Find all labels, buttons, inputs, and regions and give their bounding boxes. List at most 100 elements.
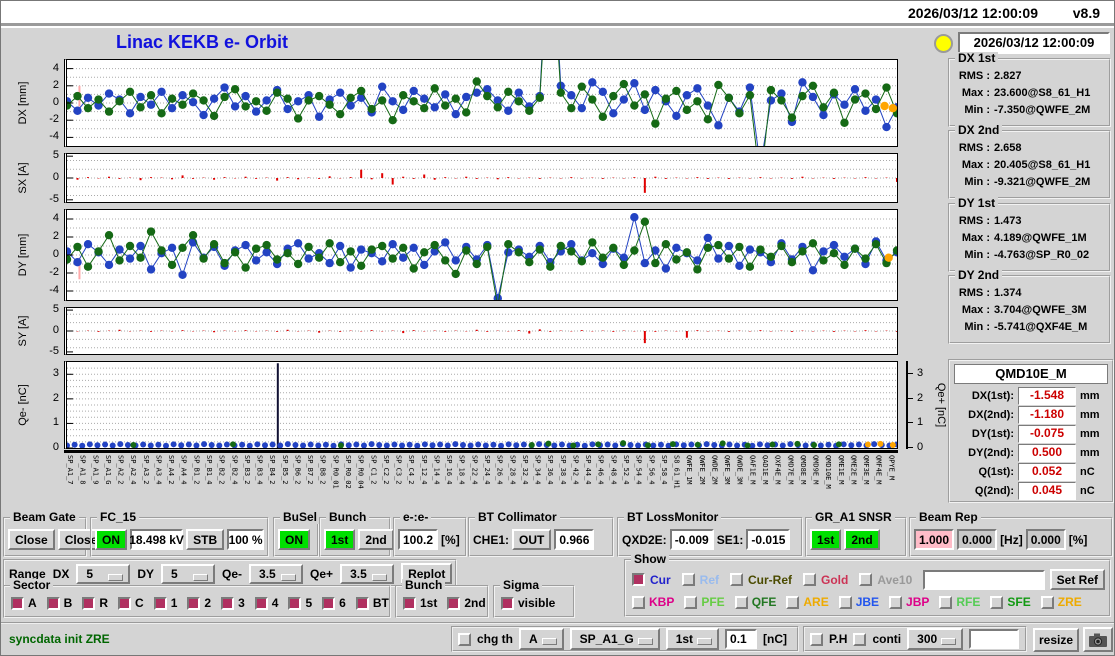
sigma-visible-checkbox[interactable] [501,596,514,610]
stat-row-min: Min : -5.741@QXF4E_M [950,319,1109,336]
y-axis-label-right: Qe+ [nC] [935,382,947,428]
show-pfe-label[interactable]: PFE [701,595,725,609]
sector-5-checkbox[interactable] [288,596,302,610]
sector-3-checkbox[interactable] [221,596,235,610]
show-gold-label[interactable]: Gold [821,572,849,587]
show-ave10-checkbox[interactable] [859,573,873,586]
sector-4-label[interactable]: 4 [271,596,279,610]
ph-label[interactable]: P.H [829,632,848,646]
bpm-row-unit: nC [1080,484,1095,497]
resize-button[interactable]: resize [1033,628,1079,652]
sector-2-label[interactable]: 2 [204,596,212,610]
bunch2-2nd-checkbox[interactable] [447,596,461,610]
fc15-on-button[interactable]: ON [95,529,127,550]
bt-coll-out-button[interactable]: OUT [512,529,552,550]
x-axis-bpm-label: SP_44_4 [584,455,593,485]
sector-6-label[interactable]: 6 [339,596,346,610]
y-axis-tick: 4 [52,212,59,224]
range-qe-dropdown[interactable]: 3.5 [340,563,395,584]
sector-6-checkbox[interactable] [322,596,336,610]
th-sector-dropdown[interactable]: A [519,628,564,650]
show-jbp-label[interactable]: JBP [906,595,930,609]
sector-3-label[interactable]: 3 [238,596,245,610]
count-input[interactable] [969,629,1020,649]
acquisition-controls: P.H conti 300 [803,626,1027,652]
show-rfe-checkbox[interactable] [939,595,953,609]
x-axis-bpm-label: QMF3E_M [862,455,871,485]
bunch2-1st-checkbox[interactable] [403,596,416,610]
show-qfe-checkbox[interactable] [734,595,748,609]
x-axis-bpm-label: QWFE_1M [685,455,694,485]
bt-coll-group: BT Collimator CHE1: OUT 0.966 [468,511,614,557]
sector-r-checkbox[interactable] [82,596,96,610]
show-kbp-label[interactable]: KBP [649,595,675,609]
show-rfe-label[interactable]: RFE [956,595,981,609]
gr-snsr-1st-button[interactable]: 1st [810,529,842,550]
sector-b-label[interactable]: B [63,596,73,610]
range-dropdown-value: 5 [86,566,94,581]
sector-a-checkbox[interactable] [11,596,24,610]
show-qfe-label[interactable]: QFE [751,595,777,609]
busel-on-button[interactable]: ON [278,529,310,550]
bunch-select-dropdown[interactable]: 1st [665,628,720,650]
show-ave10-label[interactable]: Ave10 [877,572,913,587]
conti-label[interactable]: conti [872,632,902,646]
beam-gate-close-button[interactable]: Close [8,529,55,550]
show-kbp-checkbox[interactable] [632,595,645,609]
sector-b-checkbox[interactable] [46,596,60,610]
set-ref-button[interactable]: Set Ref [1049,569,1105,590]
show-sfe-label[interactable]: SFE [1007,595,1031,609]
show-ref-checkbox[interactable] [681,573,695,586]
sector-2-checkbox[interactable] [187,596,201,610]
sector-1-label[interactable]: 1 [170,596,178,610]
stat-row-rms: RMS : 1.473 [950,213,1109,230]
x-axis-bpm-label: SP_18_4 [457,455,466,485]
show-cur-ref-label[interactable]: Cur-Ref [748,572,793,587]
show-jbe-label[interactable]: JBE [855,595,880,609]
count-dropdown[interactable]: 300 [907,628,964,650]
range-qe-dropdown[interactable]: 3.5 [249,563,304,584]
show-ref-label[interactable]: Ref [699,572,720,587]
ph-checkbox[interactable] [810,632,823,646]
sector-c-checkbox[interactable] [118,596,132,610]
show-are-label[interactable]: ARE [803,595,829,609]
show-cur-label[interactable]: Cur [650,572,671,587]
bt-loss-value: -0.015 [746,529,791,550]
show-pfe-checkbox[interactable] [684,595,698,609]
threshold-input[interactable]: 0.1 [725,629,758,649]
bunch-1st-button[interactable]: 1st [324,529,356,550]
range-dy-dropdown[interactable]: 5 [161,563,216,584]
chg-th-label[interactable]: chg th [477,632,513,646]
show-zre-label[interactable]: ZRE [1057,595,1082,609]
ref-name-input[interactable] [923,569,1045,590]
sector-5-label[interactable]: 5 [305,596,313,610]
chg-th-checkbox[interactable] [458,632,471,646]
show-zre-checkbox[interactable] [1040,595,1054,609]
sector-bt-label[interactable]: BT [372,596,389,610]
show-cur-checkbox[interactable] [632,573,645,586]
sigma-visible-label[interactable]: visible [518,596,556,610]
bunch2-1st-label[interactable]: 1st [420,596,438,610]
show-jbp-checkbox[interactable] [889,595,903,609]
x-axis-bpm-label: QMD10E_M [824,455,833,489]
show-gold-checkbox[interactable] [803,573,817,586]
gr-snsr-2nd-button[interactable]: 2nd [844,529,880,550]
sector-a-label[interactable]: A [28,596,37,610]
bpm-select-dropdown[interactable]: SP_A1_G [569,628,660,650]
camera-button[interactable] [1083,627,1113,652]
fc15-stb-button[interactable]: STB [186,529,225,550]
bunch-2nd-button[interactable]: 2nd [358,529,394,550]
conti-checkbox[interactable] [853,632,867,646]
sector-4-checkbox[interactable] [254,596,268,610]
sector-c-label[interactable]: C [135,596,144,610]
busel-title: BuSel [280,511,321,524]
range-dx-dropdown[interactable]: 5 [76,563,131,584]
sector-r-label[interactable]: R [99,596,109,610]
show-cur-ref-checkbox[interactable] [730,573,744,586]
show-sfe-checkbox[interactable] [990,595,1004,609]
show-are-checkbox[interactable] [786,595,800,609]
sector-bt-checkbox[interactable] [355,596,369,610]
sector-1-checkbox[interactable] [153,596,167,610]
bunch2-2nd-label[interactable]: 2nd [464,596,486,610]
show-jbe-checkbox[interactable] [838,595,852,609]
